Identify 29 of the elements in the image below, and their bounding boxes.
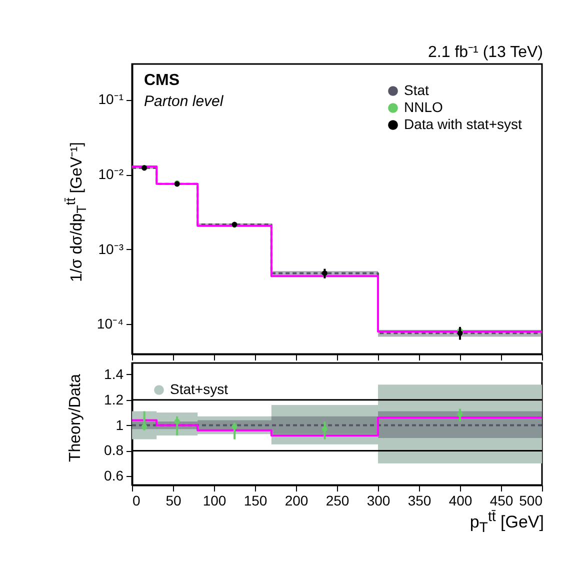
x-tick-label: 200 <box>284 492 308 508</box>
x-tick-label: 50 <box>166 492 182 508</box>
x-tick-label: 0 <box>132 492 140 508</box>
y-tick-label: 10⁻¹ <box>98 91 124 108</box>
y-tick-label: 0.6 <box>104 468 124 484</box>
x-axis-title: p$_{T}$$^{tt̄}$ [GeV] <box>470 509 544 536</box>
legend-label: Stat <box>404 82 430 98</box>
x-tick-label: 500 <box>519 492 543 508</box>
chart-title: 2.1 fb⁻¹ (13 TeV) <box>428 44 543 61</box>
y-tick-label: 1.4 <box>104 366 124 382</box>
legend-label: Stat+syst <box>170 381 228 397</box>
legend-label: NNLO <box>404 99 444 115</box>
x-tick-label: 450 <box>490 492 514 508</box>
x-tick-label: 400 <box>448 492 472 508</box>
y-tick-label: 10⁻² <box>98 166 124 182</box>
y-tick-label: 1.2 <box>104 391 124 408</box>
y-tick-label: 1 <box>116 416 124 433</box>
y-axis-title: Theory/Data <box>67 374 85 462</box>
y-tick-label: 0.8 <box>104 442 124 458</box>
annotation: Parton level <box>144 93 224 110</box>
x-tick-label: 250 <box>326 492 350 508</box>
y-tick-label: 10⁻⁴ <box>96 316 124 332</box>
y-tick-label: 10⁻³ <box>98 240 124 257</box>
x-tick-label: 350 <box>408 492 432 508</box>
x-tick-label: 300 <box>366 492 390 508</box>
x-tick-label: 150 <box>244 492 268 508</box>
x-tick-label: 100 <box>202 492 226 508</box>
legend-label: Data with stat+syst <box>404 116 522 132</box>
annotation: CMS <box>144 72 180 89</box>
